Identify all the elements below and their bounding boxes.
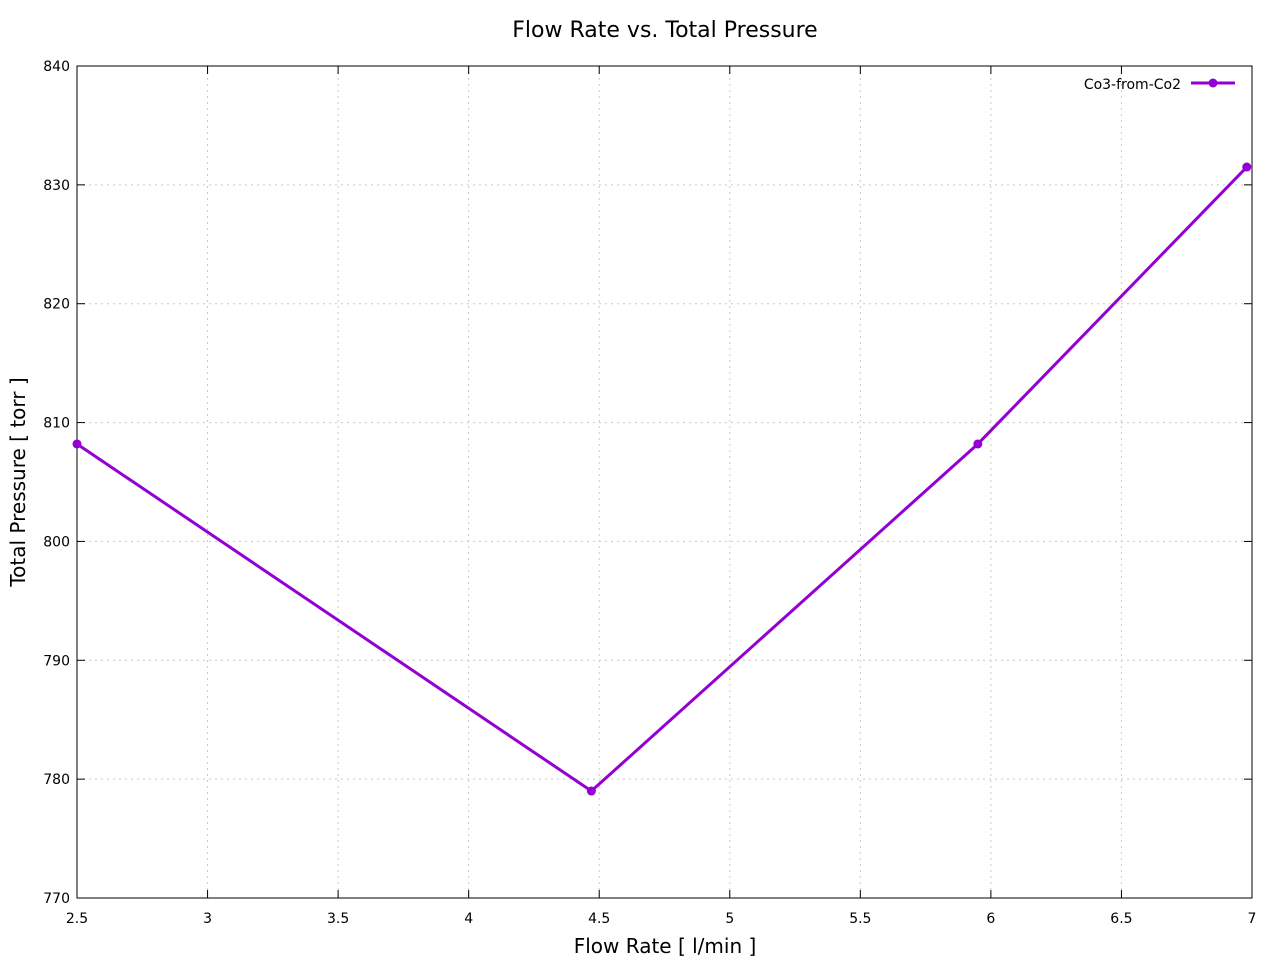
chart-title: Flow Rate vs. Total Pressure — [512, 18, 817, 43]
data-point — [1242, 162, 1252, 172]
x-tick-label: 4 — [464, 911, 473, 927]
x-tick-label: 2.5 — [66, 911, 88, 927]
data-point — [973, 439, 983, 449]
x-tick-label: 4.5 — [588, 911, 610, 927]
x-tick-label: 7 — [1248, 911, 1257, 927]
y-tick-label: 810 — [43, 416, 70, 432]
data-point — [586, 786, 596, 796]
y-tick-label: 830 — [43, 178, 70, 194]
plot-frame — [76, 65, 1253, 899]
x-tick-label: 5 — [725, 911, 734, 927]
x-tick-label: 5.5 — [849, 911, 871, 927]
y-tick-label: 800 — [43, 534, 70, 550]
legend-label: Co3-from-Co2 — [1084, 77, 1181, 93]
y-tick-label: 780 — [43, 772, 70, 788]
y-tick-label: 790 — [43, 653, 70, 669]
x-tick-label: 3 — [203, 911, 212, 927]
y-tick-label: 820 — [43, 297, 70, 313]
y-tick-label: 770 — [43, 891, 70, 907]
data-point — [72, 439, 82, 449]
legend-marker-swatch — [1208, 78, 1218, 88]
y-axis-label: Total Pressure [ torr ] — [6, 377, 30, 587]
series-layer — [72, 162, 1252, 796]
x-tick-label: 3.5 — [327, 911, 349, 927]
x-tick-label: 6.5 — [1110, 911, 1132, 927]
y-tick-label: 840 — [43, 59, 70, 75]
series-line — [76, 165, 1248, 793]
grid — [77, 66, 1252, 898]
x-axis-label: Flow Rate [ l/min ] — [574, 934, 757, 958]
axis-ticks: 2.5 3 3.5 4 4.5 5 5.5 6 6.5 7 770 780 790 800 810 820 83… — [43, 59, 1256, 927]
x-tick-label: 6 — [986, 911, 995, 927]
legend: Co3-from-Co2 — [1084, 77, 1235, 93]
